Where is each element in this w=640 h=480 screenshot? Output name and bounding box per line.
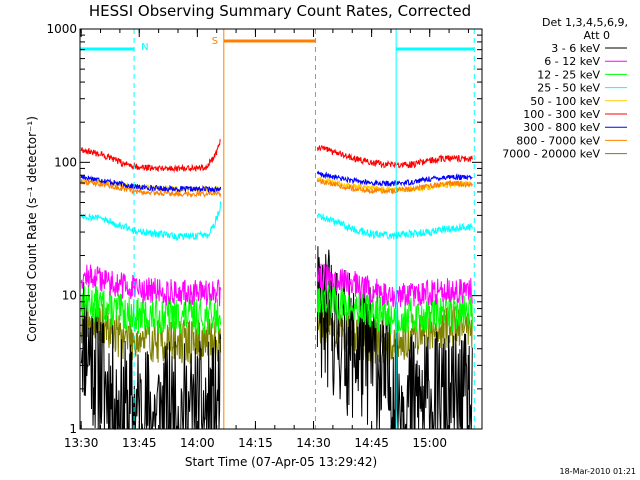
- series-layer: [80, 138, 473, 431]
- x-tick-label: 14:00: [180, 436, 215, 450]
- series-line-2: [80, 283, 473, 335]
- series-line-1: [80, 263, 473, 310]
- y-axis-label: Corrected Count Rate (s⁻¹ detector⁻¹): [25, 116, 39, 342]
- legend-label-8: 7000 - 20000 keV: [502, 148, 600, 161]
- legend-header-line-1: Det 1,3,4,5,6,9,: [542, 16, 628, 29]
- chart-title: HESSI Observing Summary Count Rates, Cor…: [89, 2, 471, 20]
- x-tick-label: 14:15: [238, 436, 273, 450]
- date-stamp: 18-Mar-2010 01:21: [560, 467, 637, 476]
- legend-label-4: 50 - 100 keV: [530, 95, 600, 108]
- legend-label-7: 800 - 7000 keV: [516, 134, 600, 147]
- series-line-6: [80, 170, 473, 193]
- y-tick-label: 1: [69, 422, 77, 436]
- y-tick-label: 100: [54, 155, 77, 169]
- x-axis: 13:30 13:45 14:00 14:15 14:30 14:45 15:00: [64, 29, 469, 450]
- legend-label-1: 6 - 12 keV: [544, 55, 600, 68]
- x-tick-label: 13:45: [122, 436, 157, 450]
- series-line-3: [80, 201, 473, 242]
- y-axis: 1 10 100 1000: [46, 22, 482, 436]
- x-tick-label: 14:30: [296, 436, 331, 450]
- legend-label-2: 12 - 25 keV: [537, 68, 600, 81]
- plot-area: NS: [79, 28, 483, 431]
- legend-label-3: 25 - 50 keV: [537, 82, 600, 95]
- saa-label: S: [212, 36, 218, 47]
- y-tick-label: 1000: [46, 22, 77, 36]
- series-line-7: [80, 178, 473, 198]
- x-tick-label: 13:30: [64, 436, 99, 450]
- series-line-5: [80, 138, 473, 173]
- legend-label-6: 300 - 800 keV: [523, 121, 600, 134]
- legend-header-line-2: Att 0: [584, 29, 610, 42]
- legend-label-0: 3 - 6 keV: [551, 42, 600, 55]
- x-tick-label: 15:00: [412, 436, 447, 450]
- x-axis-label: Start Time (07-Apr-05 13:29:42): [185, 455, 377, 469]
- y-tick-label: 10: [62, 289, 77, 303]
- night-label: N: [141, 42, 148, 53]
- legend-label-5: 100 - 300 keV: [523, 108, 600, 121]
- x-tick-label: 14:45: [354, 436, 389, 450]
- annotation-layer: NS: [80, 29, 475, 429]
- plot-frame: [79, 28, 483, 430]
